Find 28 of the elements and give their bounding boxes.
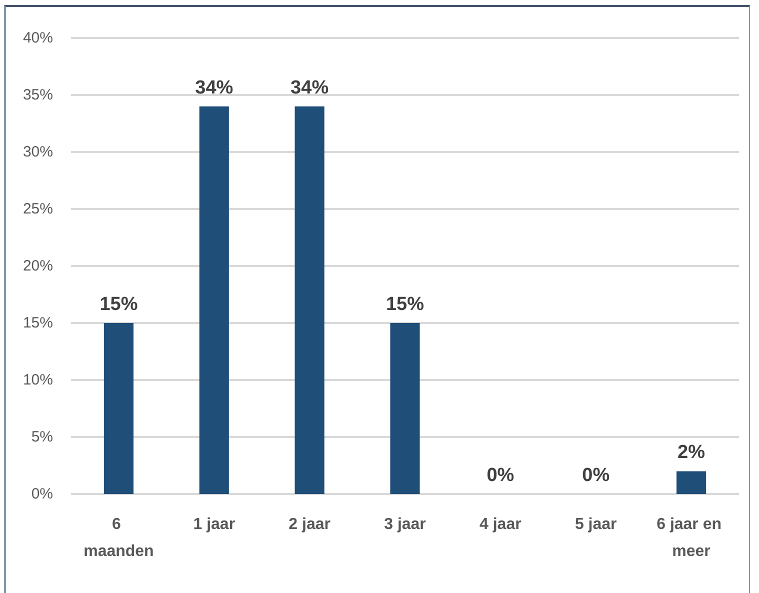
x-tick-label: 6 jaar en meer xyxy=(656,516,726,560)
y-tick-label: 20% xyxy=(22,258,53,274)
bar xyxy=(104,323,134,494)
y-tick-label: 15% xyxy=(22,314,53,332)
data-label: 34% xyxy=(195,77,234,98)
data-label: 15% xyxy=(386,294,424,315)
y-tick-label: 0% xyxy=(31,486,53,502)
data-label: 0% xyxy=(582,465,610,486)
y-tick-label: 25% xyxy=(22,200,53,218)
y-tick-label: 40% xyxy=(22,30,53,46)
bar xyxy=(676,471,706,494)
y-tick-label: 5% xyxy=(31,428,53,446)
y-tick-label: 35% xyxy=(22,86,53,104)
data-label: 15% xyxy=(100,294,138,315)
x-tick-label: 3 jaar xyxy=(384,516,426,533)
x-tick-label: 1 jaar xyxy=(193,516,236,533)
data-label: 2% xyxy=(678,442,706,464)
x-tick-label: 4 jaar xyxy=(480,516,522,533)
y-tick-label: 30% xyxy=(22,144,53,160)
x-tick-label: 5 jaar xyxy=(574,516,617,533)
y-tick-label: 10% xyxy=(22,372,53,388)
bar xyxy=(294,106,324,494)
x-tick-label: 6 maanden xyxy=(84,516,154,560)
data-label: 34% xyxy=(290,77,329,98)
x-tick-label: 2 jaar xyxy=(288,516,330,533)
data-label: 0% xyxy=(486,465,514,486)
bar xyxy=(390,323,420,494)
bar xyxy=(199,106,229,494)
